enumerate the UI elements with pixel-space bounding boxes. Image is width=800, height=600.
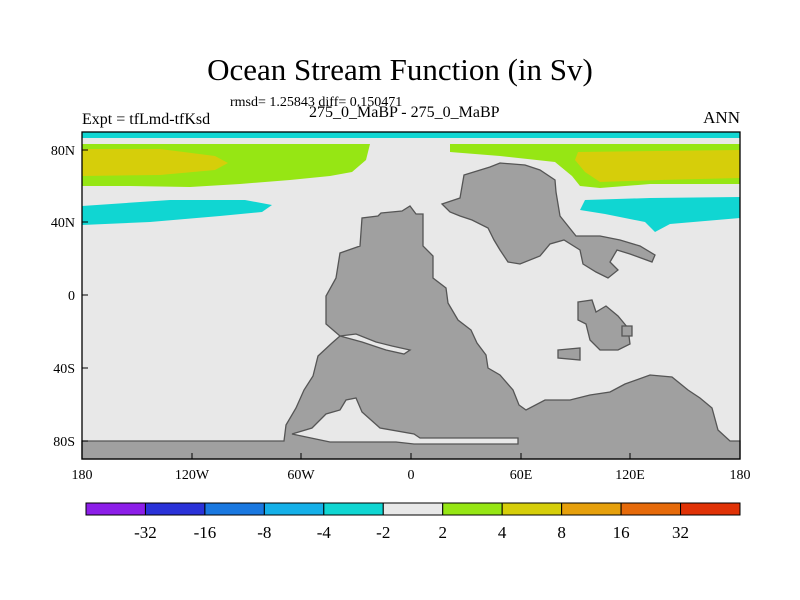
seaway-south — [291, 397, 519, 445]
y-tick-label: 80S — [53, 435, 75, 450]
colorbar-swatch — [442, 502, 503, 516]
land-eurasia — [440, 162, 656, 279]
y-tick-label: 40N — [51, 216, 75, 231]
plot-title: Ocean Stream Function (in Sv) — [207, 52, 593, 87]
cyan-band-west — [82, 200, 272, 225]
colorbar-swatch — [144, 502, 206, 516]
north-yellow-core-east — [575, 150, 740, 182]
land-island-east-3 — [621, 325, 633, 337]
top-cyan-band — [82, 132, 740, 138]
colorbar-label: 2 — [438, 523, 447, 542]
colorbar-label: 32 — [672, 523, 689, 542]
colorbar-label: -16 — [194, 523, 217, 542]
colorbar-swatch — [323, 502, 384, 516]
colorbar-label: -2 — [376, 523, 390, 542]
stats-line: rmsd= 1.25843 diff= 0.150471 — [230, 95, 403, 110]
x-tick-label: 60E — [510, 468, 533, 483]
colorbar-label: -4 — [317, 523, 332, 542]
cyan-band-east — [580, 197, 740, 232]
north-yellow-core-west — [82, 149, 228, 176]
land-island-east-1 — [577, 299, 631, 351]
colorbar-swatch — [620, 502, 682, 516]
colorbar-label: -32 — [134, 523, 157, 542]
y-tick-label: 40S — [53, 362, 75, 377]
colorbar: -32 -16 -8 -4 -2 2 4 8 16 32 — [85, 502, 741, 542]
land-americas — [81, 205, 741, 460]
x-axis-ticks — [81, 453, 741, 459]
colorbar-swatch — [561, 502, 622, 516]
colorbar-swatch — [263, 502, 325, 516]
colorbar-swatch — [204, 502, 265, 516]
colorbar-swatch — [382, 502, 444, 516]
x-tick-label: 0 — [408, 468, 415, 483]
x-tick-label: 60W — [287, 468, 315, 483]
seaway-mid — [339, 333, 412, 355]
colorbar-swatch — [680, 502, 741, 516]
experiment-label: Expt = tfLmd-tfKsd — [82, 111, 211, 128]
colorbar-swatch — [85, 502, 146, 516]
x-tick-label: 120W — [175, 468, 210, 483]
y-axis-ticks — [82, 149, 88, 442]
colorbar-label: 8 — [557, 523, 566, 542]
x-tick-label: 120E — [615, 468, 645, 483]
colorbar-swatch — [501, 502, 563, 516]
y-tick-label: 80N — [51, 144, 75, 159]
x-tick-label: 180 — [730, 468, 751, 483]
colorbar-label: 4 — [498, 523, 507, 542]
colorbar-label: 16 — [613, 523, 630, 542]
period-label: 275_0_MaBP - 275_0_MaBP — [309, 104, 500, 121]
x-tick-label: 180 — [72, 468, 93, 483]
colorbar-label: -8 — [257, 523, 271, 542]
season-label: ANN — [703, 108, 740, 127]
land-island-east-2 — [557, 347, 581, 361]
y-tick-label: 0 — [68, 289, 75, 304]
